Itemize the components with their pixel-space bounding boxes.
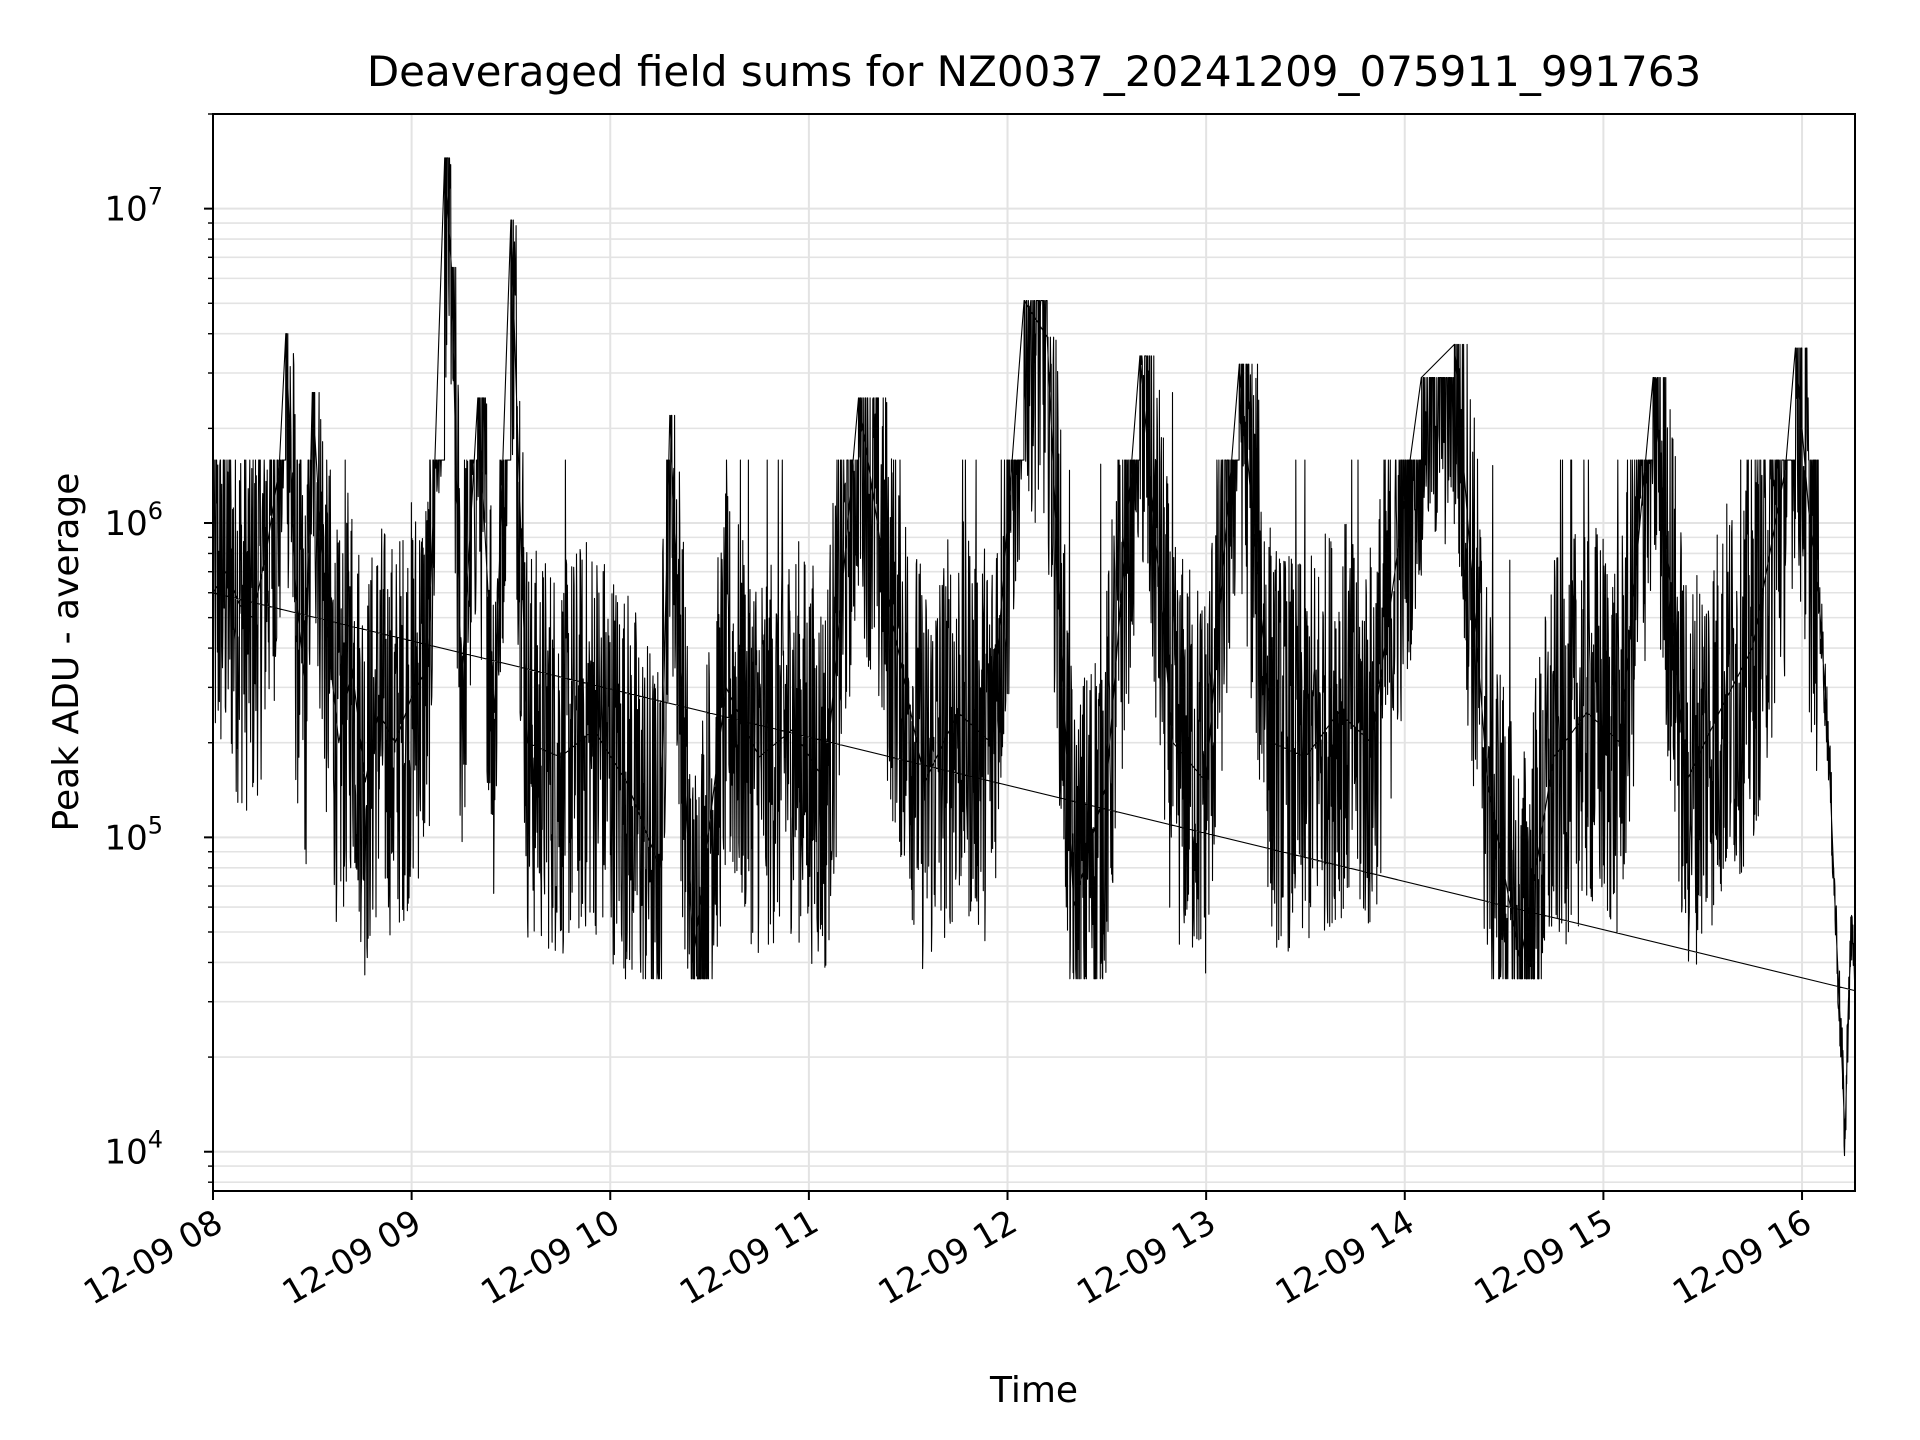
y-tick-label: 104: [104, 1126, 163, 1173]
y-tick-label: 107: [104, 183, 163, 230]
plot-frame: [212, 113, 1856, 1192]
y-axis-label: Peak ADU - average: [46, 473, 87, 832]
series-layer: [212, 157, 1856, 1157]
chart-title: Deaveraged field sums for NZ0037_2024120…: [367, 47, 1701, 96]
grid: [212, 113, 1855, 1191]
y-tick-label: 105: [104, 811, 163, 858]
x-axis-label: Time: [989, 1370, 1078, 1411]
y-tick-label: 106: [104, 497, 163, 544]
